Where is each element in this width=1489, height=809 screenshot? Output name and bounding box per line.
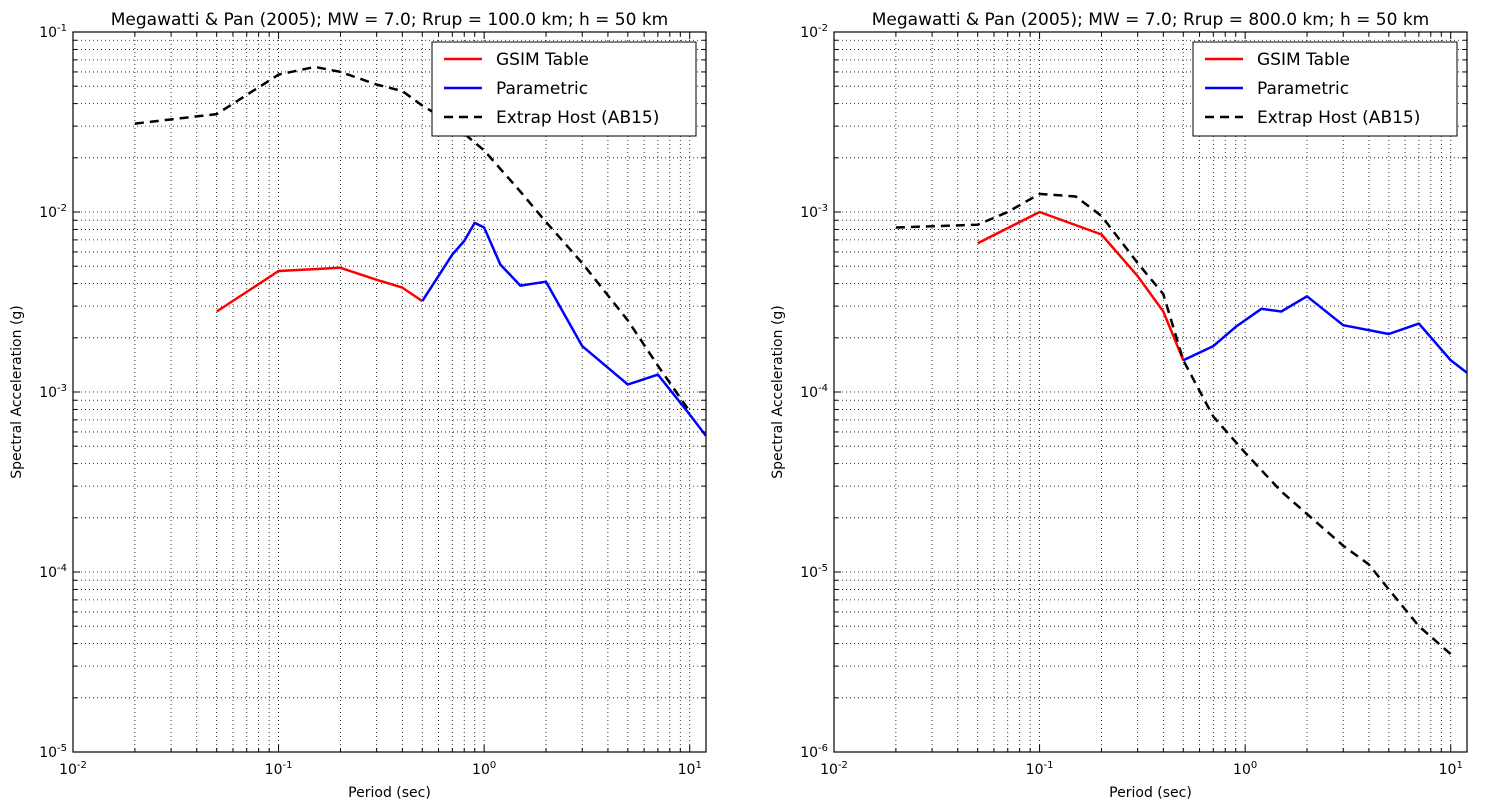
chart-panel-2: 10-2 10-1 100 101 10-6 10-5 10-4 10-3 10-2 Megawa… [770,10,1468,801]
series-line-extrap-host-ab15 [134,65,691,413]
x-tick-label: 101 [1439,760,1463,778]
plot-frame [833,31,1468,753]
x-tick-label: 10-1 [265,760,293,778]
y-tick-label: 10-2 [39,203,67,221]
series-line-gsim-table [216,266,423,313]
series-line-gsim-table [977,210,1185,361]
x-axis-label: Period (sec) [1109,785,1192,801]
y-tick-label: 10-3 [800,203,828,221]
legend-label: Extrap Host (AB15) [1257,108,1420,128]
plot-frame [72,31,707,753]
y-tick-label: 10-5 [39,743,67,761]
chart-panel-1: 10-2 10-1 100 101 10-5 10-4 10-3 10-2 10-1 Megawa… [9,10,707,801]
legend-label: Extrap Host (AB15) [496,108,659,128]
legend-label: GSIM Table [496,50,589,70]
x-tick-label: 100 [1233,760,1257,778]
y-tick-label: 10-3 [39,383,67,401]
chart-title: Megawatti & Pan (2005); MW = 7.0; Rrup =… [872,10,1430,30]
grid [834,32,1467,752]
y-tick-label: 10-2 [800,23,828,41]
series-line-parametric [1182,295,1467,374]
y-tick-label: 10-5 [800,563,828,581]
y-tick-label: 10-6 [800,743,828,761]
series-line-parametric [421,221,706,437]
legend-label: Parametric [496,79,588,99]
grid [73,32,706,752]
x-tick-label: 10-2 [59,760,87,778]
legend: GSIM Table Parametric Extrap Host (AB15) [1192,41,1458,137]
x-tick-label: 101 [678,760,702,778]
legend-label: GSIM Table [1257,50,1350,70]
y-tick-label: 10-1 [39,23,67,41]
y-tick-label: 10-4 [39,563,67,581]
chart-title: Megawatti & Pan (2005); MW = 7.0; Rrup =… [111,10,669,30]
x-tick-label: 10-2 [820,760,848,778]
x-tick-label: 100 [472,760,496,778]
y-tick-label: 10-4 [800,383,828,401]
ticks [72,31,706,753]
y-axis-label: Spectral Acceleration (g) [9,305,25,479]
series-line-extrap-host-ab15 [895,192,1452,656]
y-axis-label: Spectral Acceleration (g) [770,305,786,479]
x-axis-label: Period (sec) [348,785,431,801]
legend-label: Parametric [1257,79,1349,99]
legend: GSIM Table Parametric Extrap Host (AB15) [431,41,697,137]
x-tick-label: 10-1 [1026,760,1054,778]
